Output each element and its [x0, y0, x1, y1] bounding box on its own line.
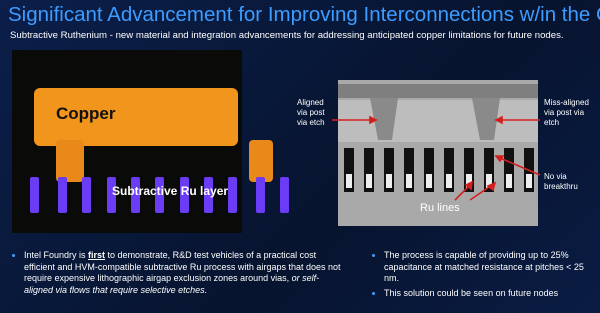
- text: Intel Foundry is: [24, 250, 89, 260]
- text: or self-aligned via flows that require s…: [24, 273, 320, 295]
- bullet: Intel Foundry is first to demonstrate, R…: [24, 250, 347, 296]
- ru-lines: [30, 177, 289, 213]
- copper-bar: [34, 88, 238, 146]
- copper-leg: [56, 140, 84, 182]
- via: [370, 98, 398, 140]
- image-label: Aligned via post via etch: [297, 98, 325, 127]
- tem-band: [338, 100, 538, 142]
- image-label: Miss-aligned via post via etch: [544, 98, 589, 127]
- via: [472, 98, 500, 140]
- text: first: [88, 250, 106, 260]
- text: to demonstrate, R&D test vehicles of a p…: [24, 250, 341, 283]
- image-label: Copper: [56, 104, 116, 123]
- bullet: The process is capable of providing up t…: [384, 250, 594, 285]
- bullets-right: The process is capable of providing up t…: [372, 250, 594, 302]
- copper-leg: [249, 140, 273, 182]
- tem-lines: [344, 148, 534, 192]
- image-label: Ru lines: [420, 202, 460, 214]
- subtitle: Subtractive Ruthenium - new material and…: [10, 30, 564, 41]
- image-label: No via breakthru: [544, 172, 578, 191]
- bullets-left: Intel Foundry is first to demonstrate, R…: [12, 250, 347, 299]
- image-label: Subtractive Ru layer: [112, 184, 229, 198]
- tem-band: [338, 84, 538, 98]
- title: Significant Advancement for Improving In…: [8, 3, 600, 26]
- bullet: This solution could be seen on future no…: [384, 288, 594, 300]
- arrows: [332, 115, 541, 201]
